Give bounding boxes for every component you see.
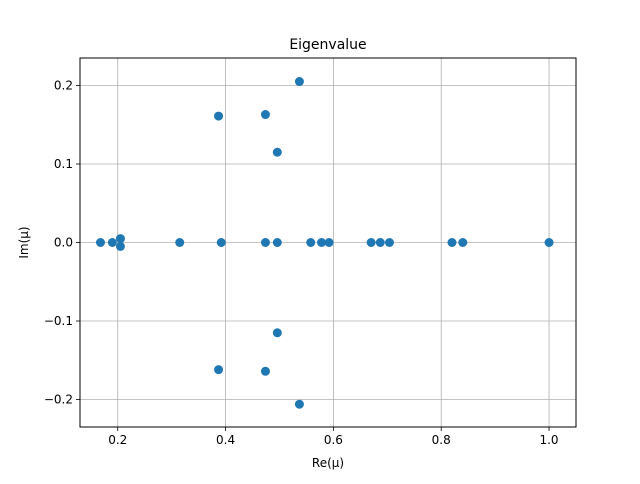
data-point — [175, 238, 185, 247]
data-point — [544, 238, 554, 247]
data-point — [107, 238, 117, 247]
data-point — [294, 77, 304, 87]
data-point — [366, 238, 376, 247]
x-tick-label: 1.0 — [539, 433, 558, 447]
x-axis-ticks: 0.2 0.4 0.6 0.8 1.0 — [108, 427, 559, 447]
data-point — [324, 238, 334, 247]
data-point — [260, 238, 270, 247]
data-point — [272, 328, 282, 338]
x-axis-label: Re(μ) — [312, 456, 344, 470]
data-point — [447, 238, 457, 247]
data-point — [317, 238, 327, 247]
data-point — [384, 238, 394, 247]
data-point — [294, 399, 304, 409]
data-points — [95, 77, 554, 409]
data-point — [115, 241, 125, 251]
y-tick-label: 0.0 — [54, 236, 73, 250]
data-point — [260, 110, 270, 120]
x-tick-label: 0.6 — [324, 433, 343, 447]
x-tick-label: 0.2 — [108, 433, 127, 447]
data-point — [272, 147, 282, 157]
y-axis-ticks: −0.2 −0.1 0.0 0.1 0.2 — [44, 78, 80, 407]
data-point — [272, 238, 282, 247]
data-point — [458, 238, 468, 247]
data-point — [306, 238, 316, 247]
data-point — [216, 238, 226, 247]
y-tick-label: 0.1 — [54, 157, 73, 171]
data-point — [375, 238, 385, 247]
x-tick-label: 0.4 — [216, 433, 235, 447]
data-point — [260, 366, 270, 376]
data-point — [115, 234, 125, 244]
x-tick-label: 0.8 — [432, 433, 451, 447]
data-point — [214, 111, 224, 121]
y-axis-label: Im(μ) — [17, 226, 31, 258]
chart-title: Eigenvalue — [289, 37, 366, 53]
y-tick-label: −0.1 — [44, 314, 73, 328]
data-point — [95, 238, 105, 247]
y-tick-label: −0.2 — [44, 393, 73, 407]
y-tick-label: 0.2 — [54, 78, 73, 92]
data-point — [214, 365, 224, 375]
